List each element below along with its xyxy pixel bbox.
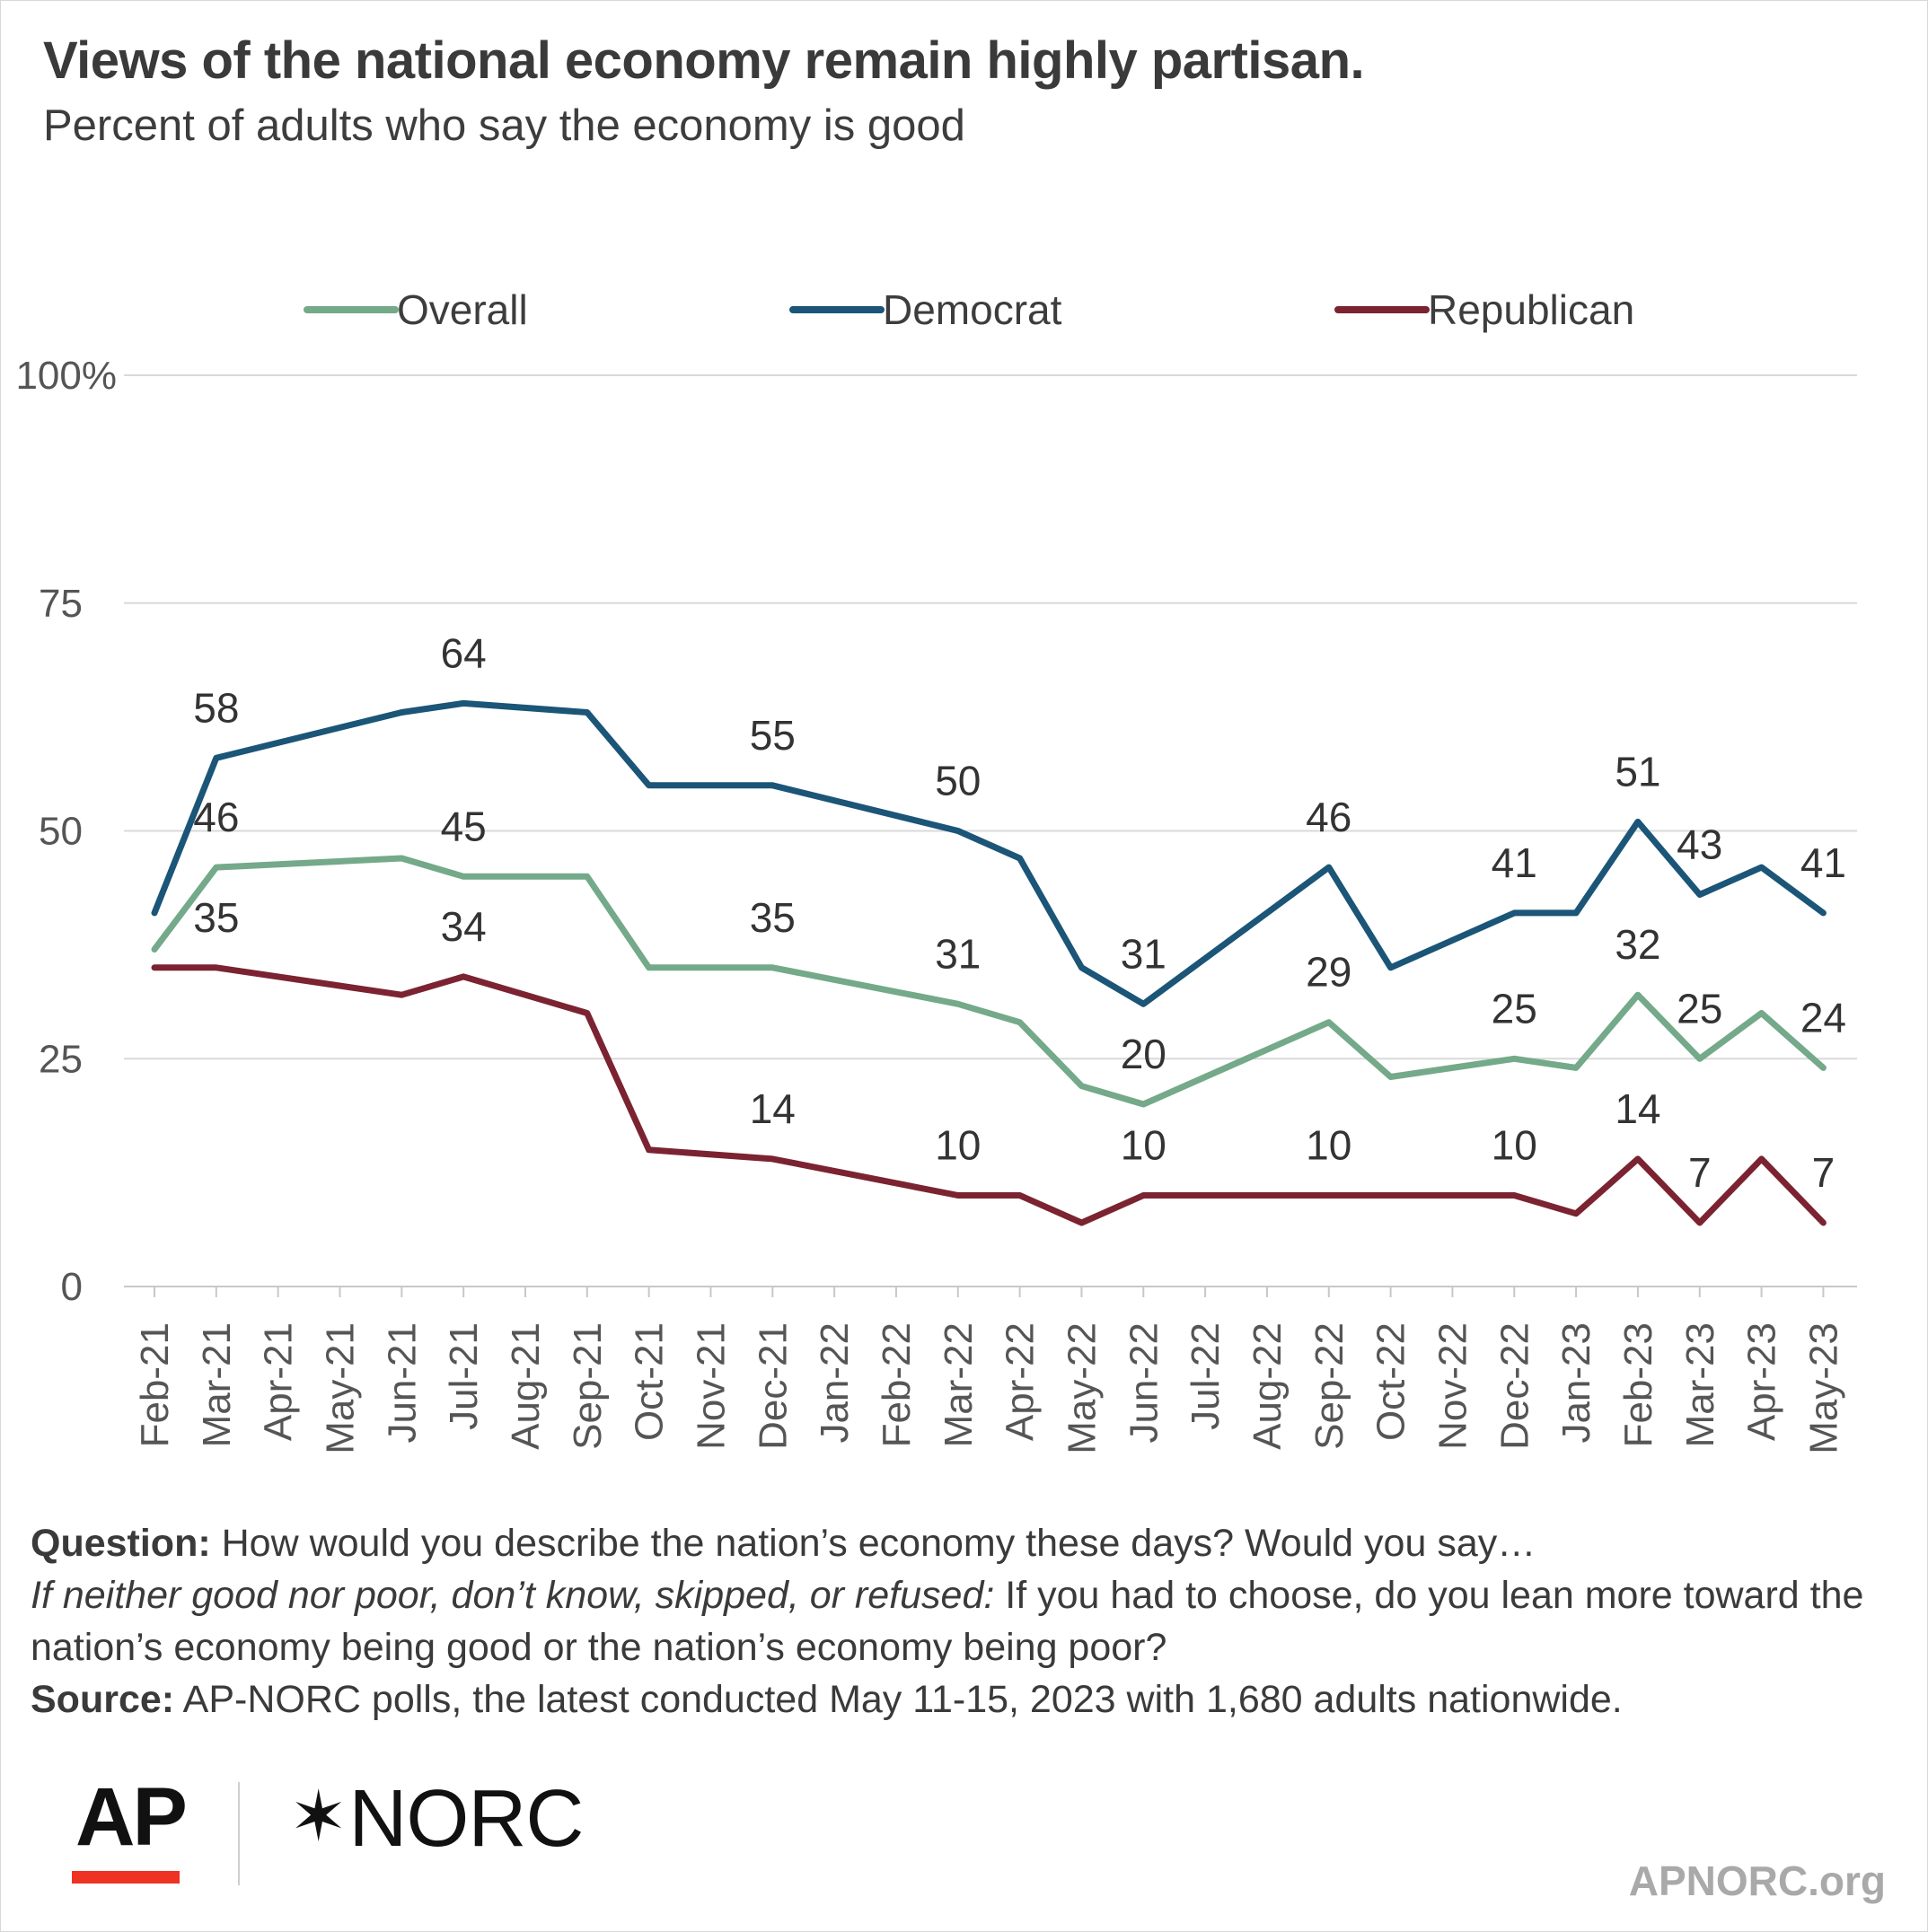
- norc-logo-text: NORC: [348, 1774, 584, 1864]
- x-tick-label: Nov-21: [689, 1322, 733, 1450]
- x-tick-label: Jan-23: [1554, 1322, 1598, 1444]
- data-label-republican: 34: [441, 903, 487, 950]
- source-label: Source:: [31, 1678, 175, 1721]
- data-label-democrat: 58: [193, 684, 239, 731]
- x-tick-label: Jun-22: [1122, 1322, 1166, 1444]
- legend-label-republican: Republican: [1428, 286, 1634, 333]
- x-tick-label: Aug-21: [504, 1322, 548, 1450]
- y-tick-label: 25: [39, 1037, 83, 1081]
- x-tick-label: Jul-21: [442, 1322, 486, 1430]
- x-tick-label: May-22: [1060, 1322, 1104, 1454]
- chart-title: Views of the national economy remain hig…: [43, 31, 1365, 90]
- data-label-overall: 24: [1800, 994, 1846, 1041]
- data-label-overall: 45: [441, 803, 487, 849]
- followup-text: If you had to choose, do you lean more t…: [31, 1574, 1864, 1669]
- ap-logo-bar: [72, 1871, 180, 1884]
- data-label-republican: 10: [1492, 1122, 1537, 1169]
- y-tick-label: 100%: [15, 354, 117, 398]
- x-tick-label: Dec-21: [751, 1322, 795, 1450]
- x-tick-label: Mar-22: [937, 1322, 981, 1447]
- x-tick-label: Jun-21: [380, 1322, 424, 1444]
- y-tick-label: 0: [61, 1265, 83, 1309]
- data-label-republican: 7: [1688, 1149, 1712, 1196]
- x-tick-label: Nov-22: [1431, 1322, 1475, 1450]
- question-text: How would you describe the nation’s econ…: [210, 1522, 1536, 1565]
- data-label-democrat: 51: [1615, 748, 1660, 795]
- data-label-democrat: 43: [1677, 821, 1722, 868]
- ap-logo: AP: [75, 1771, 188, 1863]
- data-label-overall: 20: [1121, 1031, 1166, 1077]
- data-label-democrat: 41: [1800, 839, 1846, 886]
- data-label-democrat: 50: [935, 758, 981, 804]
- x-tick-label: Sep-21: [566, 1322, 610, 1450]
- data-label-democrat: 31: [1121, 930, 1166, 977]
- legend-label-democrat: Democrat: [883, 286, 1062, 333]
- source-text: AP-NORC polls, the latest conducted May …: [174, 1678, 1623, 1721]
- x-tick-label: Feb-21: [133, 1322, 177, 1447]
- series-line-overall: [151, 855, 1827, 1108]
- x-tick-label: Mar-21: [195, 1322, 239, 1447]
- x-tick-label: Sep-22: [1307, 1322, 1351, 1450]
- x-tick-label: Oct-22: [1369, 1322, 1413, 1441]
- x-tick-label: Apr-23: [1740, 1322, 1784, 1441]
- data-label-democrat: 64: [441, 629, 487, 676]
- data-label-democrat: 46: [1306, 794, 1351, 840]
- chart-subtitle: Percent of adults who say the economy is…: [43, 101, 965, 150]
- x-tick-label: May-21: [318, 1322, 362, 1454]
- legend-label-overall: Overall: [397, 286, 528, 333]
- y-tick-label: 50: [39, 810, 83, 854]
- data-label-republican: 10: [935, 1122, 981, 1169]
- norc-logo: ✶NORC: [289, 1773, 584, 1866]
- question-label: Question:: [31, 1522, 211, 1565]
- x-tick-label: Apr-21: [257, 1322, 301, 1441]
- data-label-overall: 32: [1615, 921, 1660, 968]
- data-label-republican: 10: [1306, 1122, 1351, 1169]
- followup-condition: If neither good nor poor, don’t know, sk…: [31, 1574, 995, 1617]
- x-tick-label: Feb-22: [875, 1322, 919, 1447]
- data-label-republican: 10: [1121, 1122, 1166, 1169]
- data-label-republican: 14: [1615, 1085, 1660, 1132]
- data-label-overall: 29: [1306, 949, 1351, 996]
- data-label-overall: 31: [935, 930, 981, 977]
- data-label-overall: 46: [193, 794, 239, 840]
- data-label-republican: 7: [1812, 1149, 1836, 1196]
- x-tick-label: Mar-23: [1678, 1322, 1722, 1447]
- data-label-overall: 35: [750, 894, 796, 941]
- logo-divider: [238, 1782, 240, 1885]
- x-tick-label: May-23: [1801, 1322, 1845, 1454]
- x-tick-label: Dec-22: [1492, 1322, 1536, 1450]
- data-label-democrat: 55: [750, 712, 796, 759]
- series-line-democrat: [151, 699, 1827, 1007]
- x-tick-label: Jan-22: [813, 1322, 857, 1444]
- data-label-democrat: 41: [1492, 839, 1537, 886]
- series-line-republican: [151, 964, 1827, 1226]
- x-tick-label: Jul-22: [1184, 1322, 1228, 1430]
- data-label-overall: 25: [1492, 985, 1537, 1032]
- data-label-overall: 25: [1677, 985, 1722, 1032]
- x-tick-label: Feb-23: [1616, 1322, 1660, 1447]
- x-tick-label: Aug-22: [1246, 1322, 1290, 1450]
- x-tick-label: Oct-21: [628, 1322, 672, 1441]
- line-chart: 0 25 50 75 100% Feb-21 Mar-21 Apr-21 May-21 Jun-2…: [15, 286, 1857, 1454]
- chart-notes: Question: How would you describe the nat…: [31, 1517, 1898, 1726]
- y-tick-label: 75: [39, 582, 83, 626]
- data-label-republican: 14: [750, 1085, 796, 1132]
- data-label-republican: 35: [193, 894, 239, 941]
- norc-star-icon: ✶: [289, 1777, 348, 1856]
- website-link[interactable]: APNORC.org: [1628, 1857, 1886, 1904]
- x-tick-label: Apr-22: [999, 1322, 1043, 1441]
